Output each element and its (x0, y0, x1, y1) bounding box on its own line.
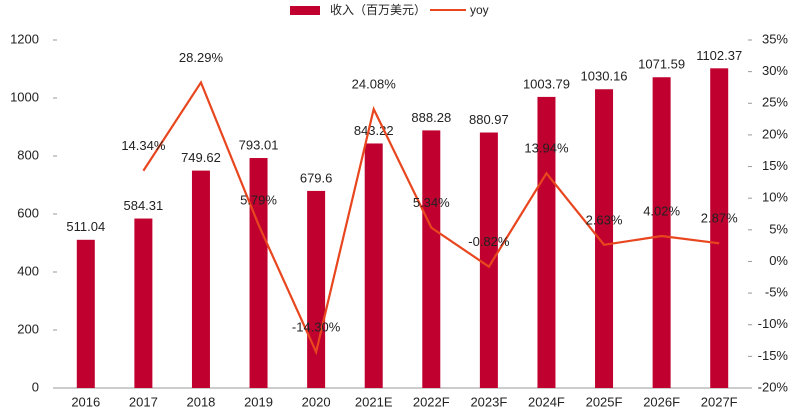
x-tick-label: 2022F (413, 394, 450, 409)
x-tick-label: 2023F (470, 394, 507, 409)
y-tick-label: 400 (17, 263, 39, 278)
line-value-label: 13.94% (524, 141, 569, 156)
bar-value-label: 584.31 (123, 198, 163, 213)
bar-value-label: 843.22 (354, 123, 394, 138)
x-tick-label: 2026F (643, 394, 680, 409)
bar-value-label: 888.28 (411, 110, 451, 125)
bar (364, 143, 383, 388)
y-tick-label: 600 (17, 205, 39, 220)
y2-tick-label: 20% (762, 126, 788, 141)
x-tick-label: 2017 (129, 394, 158, 409)
y-tick-label: 1200 (10, 31, 39, 46)
bar-value-label: 880.97 (469, 112, 509, 127)
legend-label: yoy (470, 3, 489, 17)
x-tick-label: 2019 (244, 394, 273, 409)
bar (595, 89, 614, 388)
x-tick-label: 2021E (355, 394, 393, 409)
bar (134, 218, 153, 388)
bar-value-label: 1071.59 (638, 57, 685, 72)
bar-value-label: 749.62 (181, 150, 221, 165)
line-value-label: -0.82% (468, 234, 510, 249)
x-tick-label: 2018 (186, 394, 215, 409)
y-tick-label: 200 (17, 321, 39, 336)
bar-value-label: 793.01 (239, 137, 279, 152)
line-value-label: 4.02% (643, 203, 680, 218)
bar (479, 132, 498, 388)
y2-tick-label: 35% (762, 31, 788, 46)
legend-swatch (290, 6, 320, 15)
line-value-label: 2.63% (586, 212, 623, 227)
bar-value-label: 1102.37 (696, 48, 742, 63)
y2-tick-label: -20% (758, 379, 789, 394)
y2-tick-label: 10% (762, 190, 788, 205)
x-tick-label: 2024F (528, 394, 565, 409)
y2-tick-label: 25% (762, 95, 788, 110)
bar (76, 239, 95, 388)
y-tick-label: 1000 (10, 89, 39, 104)
bar-value-label: 1030.16 (581, 69, 628, 84)
bar (537, 96, 556, 388)
bar-value-label: 679.6 (300, 170, 333, 185)
bar (710, 68, 729, 389)
bar-value-label: 511.04 (66, 219, 105, 234)
y2-tick-label: -5% (765, 285, 789, 300)
line-value-label: 14.34% (121, 138, 166, 153)
x-tick-label: 2027F (701, 394, 738, 409)
y2-tick-label: -15% (758, 348, 789, 363)
bar (422, 130, 441, 388)
bar (307, 190, 326, 388)
line (142, 80, 720, 356)
x-tick-label: 2025F (586, 394, 623, 409)
line-value-label: 5.34% (413, 195, 450, 210)
line-value-label: 2.87% (701, 211, 738, 226)
line-value-label: 24.08% (352, 77, 397, 92)
line-value-label: 28.29% (179, 50, 224, 65)
bar (652, 77, 671, 389)
y2-tick-label: 30% (762, 63, 788, 78)
x-tick-label: 2020 (302, 394, 331, 409)
bar (191, 170, 210, 388)
x-tick-label: 2016 (71, 394, 100, 409)
y2-tick-label: 5% (769, 221, 788, 236)
y2-tick-label: 0% (769, 253, 788, 268)
line-value-label: -14.30% (292, 319, 341, 334)
y2-tick-label: -10% (758, 316, 789, 331)
bar-value-label: 1003.79 (523, 76, 570, 91)
y2-tick-label: 15% (762, 158, 788, 173)
y-tick-label: 800 (17, 147, 39, 162)
legend-label: 收入（百万美元） (330, 3, 426, 17)
line-value-label: 5.79% (240, 192, 277, 207)
y-tick-label: 0 (32, 379, 39, 394)
